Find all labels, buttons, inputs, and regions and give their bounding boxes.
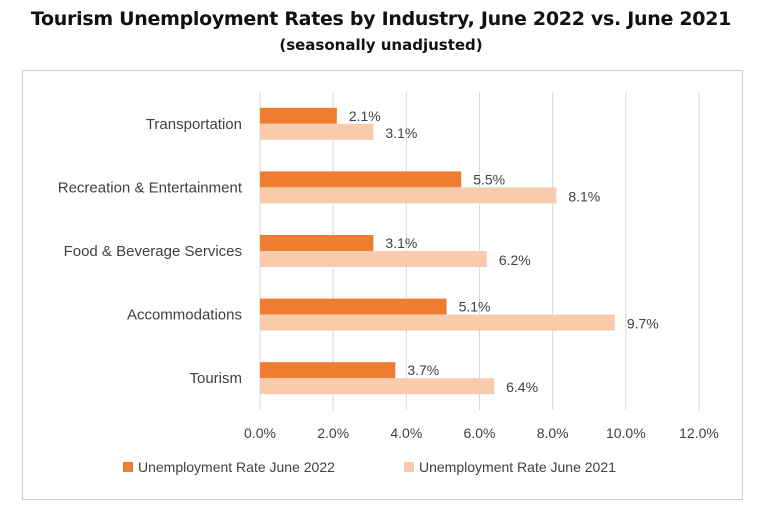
bar-2021 — [260, 314, 615, 331]
category-label: Food & Beverage Services — [64, 243, 242, 260]
bar-2022 — [260, 171, 462, 188]
data-label-2021: 6.2% — [499, 252, 531, 268]
category-label: Tourism — [189, 370, 242, 387]
data-label-2022: 5.5% — [473, 171, 505, 187]
data-label-2022: 3.1% — [385, 235, 417, 251]
chart-title: Tourism Unemployment Rates by Industry, … — [30, 8, 732, 30]
category-label: Transportation — [146, 116, 242, 133]
bar-2022 — [260, 362, 396, 379]
bar-2021 — [260, 123, 374, 140]
x-tick-label: 8.0% — [537, 425, 569, 441]
data-label-2021: 3.1% — [385, 125, 417, 141]
x-tick-label: 12.0% — [679, 425, 719, 441]
data-label-2021: 6.4% — [506, 379, 538, 395]
bar-2021 — [260, 187, 557, 204]
data-label-2021: 8.1% — [568, 188, 600, 204]
data-label-2022: 5.1% — [459, 299, 491, 315]
bar-2021 — [260, 378, 495, 395]
legend-swatch-2021 — [404, 462, 414, 472]
x-tick-label: 2.0% — [317, 425, 349, 441]
x-tick-label: 4.0% — [390, 425, 422, 441]
category-label: Recreation & Entertainment — [58, 179, 243, 196]
bar-2022 — [260, 107, 337, 124]
x-tick-label: 10.0% — [606, 425, 646, 441]
legend-label-2021: Unemployment Rate June 2021 — [419, 459, 616, 475]
legend-label-2022: Unemployment Rate June 2022 — [138, 459, 335, 475]
data-label-2022: 3.7% — [407, 362, 439, 378]
category-label: Accommodations — [127, 307, 242, 324]
x-tick-label: 0.0% — [244, 425, 276, 441]
chart-frame — [22, 70, 743, 500]
bar-2022 — [260, 235, 374, 251]
data-label-2021: 9.7% — [627, 316, 659, 332]
chart-subtitle: (seasonally unadjusted) — [279, 36, 483, 54]
bar-2021 — [260, 251, 487, 267]
x-tick-label: 6.0% — [464, 425, 496, 441]
bar-2022 — [260, 298, 447, 315]
legend-swatch-2022 — [123, 462, 133, 472]
data-label-2022: 2.1% — [349, 108, 381, 124]
